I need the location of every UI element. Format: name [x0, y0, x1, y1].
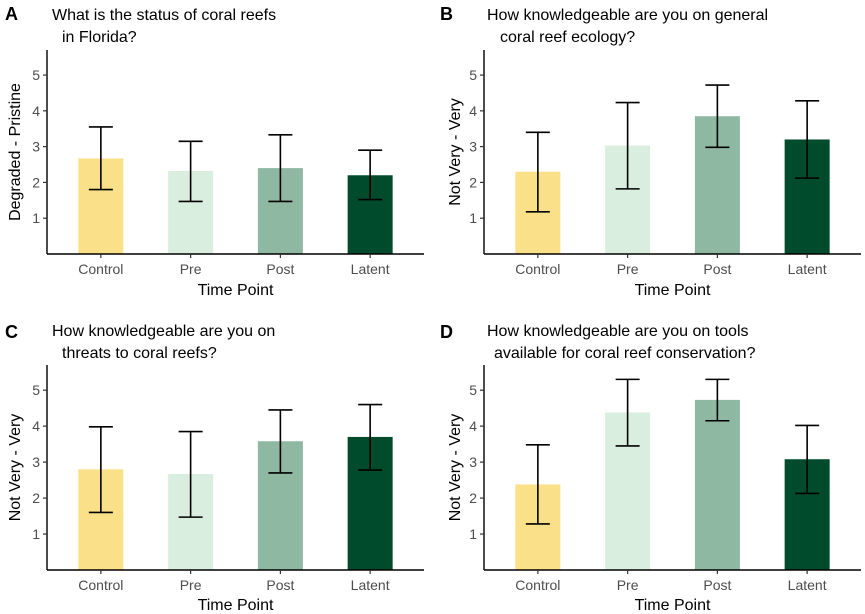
error-bar-pre [615, 101, 640, 190]
y-tick-label: 3 [32, 454, 40, 470]
y-tick-label: 2 [32, 174, 40, 190]
panel-letter: C [5, 322, 18, 342]
x-tick-label-pre: Pre [617, 577, 639, 593]
bar-post [694, 399, 740, 570]
chart-title-line: in Florida? [62, 29, 137, 46]
error-bar-post [268, 134, 293, 203]
x-tick-label-post: Post [703, 577, 731, 593]
x-tick-label-post: Post [703, 261, 731, 277]
y-tick-label: 2 [469, 174, 477, 190]
x-tick-label-post: Post [266, 261, 294, 277]
y-tick-label: 3 [469, 139, 477, 155]
chart-title-line: How knowledgeable are you on general [487, 7, 768, 24]
chart-title-line: threats to coral reefs? [62, 345, 217, 362]
chart-title-line: What is the status of coral reefs [52, 7, 276, 24]
error-bar-post [705, 378, 730, 422]
panel-d: D How knowledgeable are you on tools avail… [440, 322, 861, 614]
panel-c: C How knowledgeable are you on threats to … [5, 322, 424, 614]
error-bar-control [88, 426, 113, 514]
y-tick-label: 4 [469, 103, 477, 119]
y-tick-label: 1 [32, 526, 40, 542]
error-bar-pre [615, 378, 640, 447]
error-bar-control [525, 444, 550, 525]
error-bar-control [88, 126, 113, 191]
error-bar-latent [795, 100, 820, 179]
y-axis-title: Not Very - Very [447, 98, 464, 206]
y-tick-label: 1 [32, 210, 40, 226]
y-tick-label: 3 [32, 139, 40, 155]
error-bar-control [525, 131, 550, 213]
y-tick-label: 5 [32, 67, 40, 83]
x-tick-label-latent: Latent [788, 261, 827, 277]
x-tick-label-control: Control [78, 261, 123, 277]
y-tick-label: 4 [469, 418, 477, 434]
y-tick-label: 5 [32, 382, 40, 398]
panel-letter: A [5, 4, 18, 24]
chart-title-line: coral reef ecology? [500, 29, 635, 46]
x-axis-title: Time Point [198, 282, 274, 299]
y-tick-label: 2 [469, 490, 477, 506]
error-bar-post [268, 409, 293, 474]
x-tick-label-post: Post [266, 577, 294, 593]
panel-b: B How knowledgeable are you on general cor… [440, 4, 861, 299]
y-tick-label: 4 [32, 418, 40, 434]
x-tick-label-pre: Pre [617, 261, 639, 277]
error-bar-latent [358, 149, 383, 201]
error-bar-pre [178, 430, 203, 518]
x-tick-label-control: Control [515, 577, 560, 593]
x-axis-title: Time Point [635, 282, 711, 299]
y-tick-label: 5 [469, 382, 477, 398]
y-tick-label: 1 [469, 526, 477, 542]
y-tick-label: 2 [32, 490, 40, 506]
x-tick-label-latent: Latent [351, 261, 390, 277]
x-tick-label-pre: Pre [180, 261, 202, 277]
y-tick-label: 1 [469, 210, 477, 226]
y-tick-label: 4 [32, 103, 40, 119]
error-bar-latent [795, 424, 820, 495]
chart-title-line: How knowledgeable are you on [52, 323, 275, 340]
chart-title-line: How knowledgeable are you on tools [487, 323, 749, 340]
x-tick-label-latent: Latent [788, 577, 827, 593]
y-axis-title: Degraded - Pristine [7, 83, 24, 221]
y-axis-title: Not Very - Very [7, 414, 24, 522]
y-tick-label: 3 [469, 454, 477, 470]
x-axis-title: Time Point [198, 597, 274, 614]
x-tick-label-pre: Pre [180, 577, 202, 593]
error-bar-post [705, 84, 730, 149]
error-bar-latent [358, 403, 383, 471]
panel-letter: B [440, 4, 453, 24]
x-tick-label-control: Control [515, 261, 560, 277]
x-tick-label-control: Control [78, 577, 123, 593]
chart-title-line: available for coral reef conservation? [494, 345, 756, 362]
y-tick-label: 5 [469, 67, 477, 83]
error-bar-pre [178, 140, 203, 203]
y-axis-title: Not Very - Very [447, 414, 464, 522]
x-axis-title: Time Point [635, 597, 711, 614]
panel-a: A What is the status of coral reefs in Flo… [5, 4, 424, 299]
x-tick-label-latent: Latent [351, 577, 390, 593]
panel-letter: D [440, 322, 453, 342]
